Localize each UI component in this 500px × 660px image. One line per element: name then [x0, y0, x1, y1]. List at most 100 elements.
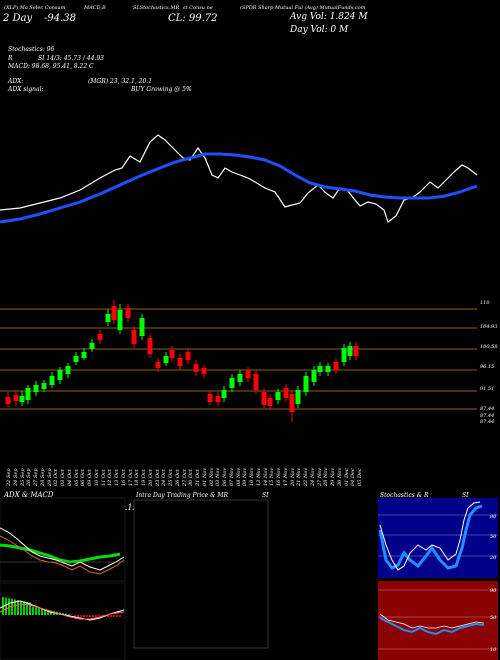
adx-label: ADX:: [8, 78, 24, 85]
candle-body: [117, 310, 123, 330]
day-volume: Day Vol: 0 M: [290, 25, 349, 35]
x-tick-label: 05 Dec: [357, 468, 363, 486]
macd-hist-bar: [92, 615, 94, 617]
x-tick-label: 28 Nov: [323, 467, 330, 486]
candle-body: [267, 398, 273, 406]
candle-body: [41, 383, 47, 389]
adx-value: ADX: 22.98: [4, 503, 51, 512]
macd-hist-bar: [89, 615, 91, 617]
header-source-label: (SPDR Sharp Mutual Ful (Avg) MutualFunds…: [240, 5, 366, 11]
x-tick-label: 24 Nov: [309, 467, 316, 486]
stoch-level-50: 50: [490, 534, 497, 540]
candle-body: [33, 385, 39, 392]
macd-hist-bar: [119, 615, 121, 617]
stoch-panel-title: Stochastics & R: [380, 492, 429, 499]
mdi-value: -DY: 20.13: [96, 503, 138, 512]
x-tick-label: 06 Nov: [222, 467, 228, 486]
candle-body: [353, 346, 359, 356]
macd-hist-bar: [23, 601, 25, 615]
x-tick-label: 27 Nov: [316, 467, 323, 486]
macd-hist-bar: [110, 615, 112, 617]
candle-body: [237, 374, 243, 382]
candle-body: [311, 370, 317, 382]
macd-hist-bar: [62, 613, 64, 615]
macd-hist-bar: [98, 615, 100, 617]
candle-body: [341, 348, 347, 362]
x-tick-label: 09 Nov: [242, 467, 249, 486]
si-level-10: 10: [490, 647, 497, 653]
macd-hist-bar: [41, 608, 43, 615]
candle-body: [163, 356, 169, 363]
candle-body: [49, 376, 55, 385]
macd-hist-bar: [32, 607, 34, 615]
price-level-91: 91.51: [480, 386, 495, 392]
macd-hist-bar: [101, 615, 103, 617]
close-label: CL: 99.72: [168, 13, 218, 24]
x-tick-label: 01 Nov: [201, 467, 208, 486]
x-tick-label: 15 Nov: [269, 467, 276, 486]
x-tick-label: 24 Oct: [161, 469, 168, 486]
x-tick-label: 04 Dec: [350, 468, 357, 486]
candle-body: [111, 306, 117, 320]
macd-hist-bar: [80, 615, 82, 617]
candle-body: [325, 366, 331, 372]
macd-hist-bar: [65, 613, 67, 615]
x-tick-label: 17 Oct: [127, 469, 134, 486]
macd-hist-bar: [50, 610, 52, 615]
pdi-value: +DY: 32.14: [46, 503, 92, 512]
macd-hist-bar: [47, 610, 49, 615]
main-price-chart: [0, 134, 478, 422]
macd-hist-bar: [35, 607, 37, 615]
macd-hist-bar: [2, 597, 4, 615]
macd-hist-bar: [83, 615, 85, 617]
stoch-level-20: 20: [490, 555, 497, 561]
candle-body: [295, 390, 301, 404]
candle-body: [275, 392, 281, 400]
macd-hist-bar: [107, 615, 109, 617]
candle-body: [229, 378, 235, 388]
macd-hist-bar: [74, 615, 76, 618]
macd-panel-frame: [0, 582, 126, 660]
price-level-100: 100.58: [480, 344, 498, 350]
pdi-line: [0, 527, 125, 571]
x-tick-label: 24 Sep: [12, 468, 19, 486]
si-level-90: 90: [490, 588, 497, 594]
macd-hist-bar: [44, 609, 46, 615]
adx-signal-label: ADX signal:: [8, 86, 44, 93]
adx-signal-value: BUY Growing @ 5%: [131, 86, 192, 93]
candle-body: [207, 394, 213, 402]
candle-body: [215, 396, 221, 402]
x-tick-label: 14 Nov: [262, 467, 269, 486]
x-tick-label: 25 Sep: [19, 468, 26, 486]
x-tick-label: 29 Sep: [46, 468, 53, 486]
header-title-left: (XLP) Ma Selec Consum: [4, 5, 66, 11]
price-level-96: 96.15: [480, 364, 495, 370]
stoch-panel-title-si: SI: [462, 492, 469, 499]
x-tick-label: 11 Oct: [100, 469, 107, 486]
adx-line: [0, 543, 121, 564]
candle-body: [261, 392, 267, 405]
macd-hist-bar: [11, 598, 13, 615]
day-label: 2 Day: [3, 13, 33, 24]
x-tick-label: 02 Oct: [53, 469, 60, 486]
candle-body: [19, 396, 25, 402]
macd-hist-bar: [8, 598, 10, 615]
stochastics-panel-frame: [378, 498, 498, 578]
macd-hist-bar: [95, 615, 97, 617]
macd-hist-bar: [26, 601, 28, 615]
candle-body: [253, 374, 259, 390]
candle-body: [89, 343, 95, 349]
candle-body: [289, 394, 295, 412]
x-tick-label: 26 Oct: [174, 469, 181, 486]
si-line: [379, 617, 485, 636]
macd-hist-bar: [86, 615, 88, 617]
intraday-title: Intra Day Trading Price & MR: [136, 492, 229, 499]
stochastic-d-line: [379, 501, 481, 571]
macd-hist-bar: [14, 599, 16, 615]
x-tick-label: 13 Nov: [255, 467, 262, 486]
x-tick-label: 12 Oct: [107, 469, 114, 486]
candle-body: [155, 362, 161, 368]
candle-body: [131, 330, 137, 344]
candle-body: [81, 352, 87, 358]
candle-body: [105, 314, 111, 322]
